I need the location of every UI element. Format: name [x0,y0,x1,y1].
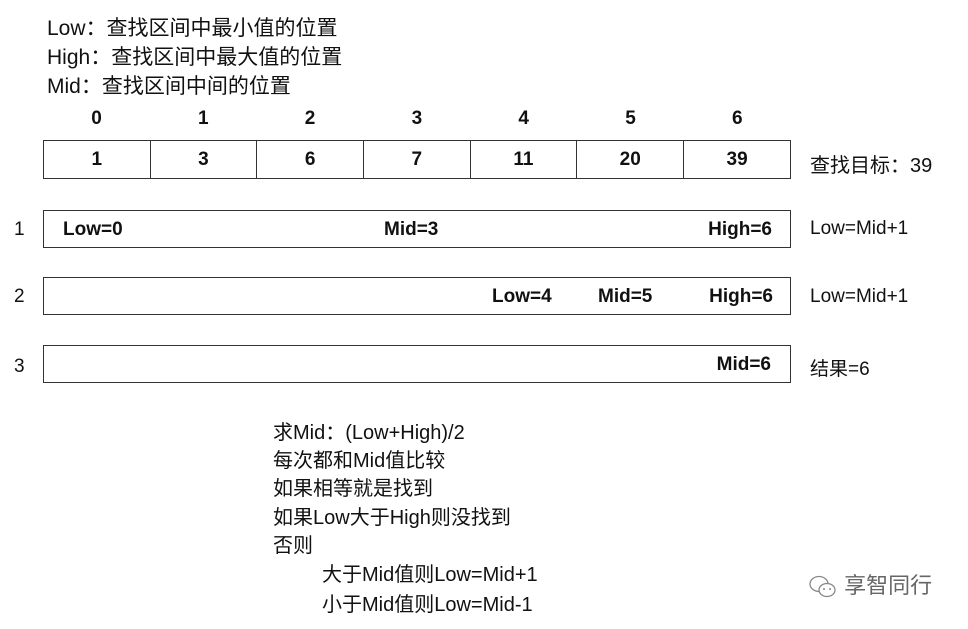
note-line: 如果Low大于High则没找到 [273,507,511,529]
note-line: 求Mid：(Low+High)/2 [273,422,465,444]
wechat-icon [809,576,836,598]
note-line: 小于Mid值则Low=Mid-1 [322,594,533,616]
high-label: High=6 [709,286,773,307]
array-table: 1 3 6 7 11 20 39 [43,140,791,179]
low-label: Low=4 [492,286,552,307]
step-action: Low=Mid+1 [810,218,909,239]
step-number: 1 [14,219,25,240]
array-cell: 20 [576,140,685,179]
step-2-range: Low=4 Mid=5 High=6 [43,277,791,315]
watermark-text: 享智同行 [844,573,933,598]
definition-mid: Mid：查找区间中间的位置 [47,75,291,98]
mid-label: Mid=6 [716,354,771,375]
watermark: 享智同行 [808,568,932,601]
mid-label: Mid=3 [384,219,439,240]
low-label: Low=0 [63,219,123,240]
note-line: 否则 [273,535,313,557]
high-label: High=6 [708,219,772,240]
array-cell: 39 [683,140,791,179]
index-label: 3 [411,108,423,129]
mid-label: Mid=5 [598,286,653,307]
note-line: 大于Mid值则Low=Mid+1 [322,564,538,586]
index-label: 5 [625,108,636,129]
definition-high: High：查找区间中最大值的位置 [47,46,343,69]
step-number: 3 [14,356,25,377]
step-result: 结果=6 [810,359,870,380]
index-label: 6 [732,108,743,129]
array-cell: 11 [469,140,578,179]
search-target: 查找目标：39 [810,155,933,177]
array-cell: 6 [256,140,364,179]
note-line: 如果相等就是找到 [273,478,433,500]
step-3-range: Mid=6 [43,345,791,383]
step-number: 2 [14,286,25,307]
array-cell: 3 [149,140,258,179]
step-action: Low=Mid+1 [810,286,909,307]
index-label: 2 [304,108,316,129]
array-cell: 7 [362,140,471,179]
index-label: 1 [198,108,209,129]
index-label: 4 [518,108,529,129]
note-line: 每次都和Mid值比较 [273,450,446,472]
step-1-range: Low=0 Mid=3 High=6 [43,210,791,248]
array-cell: 1 [43,140,151,179]
index-label: 0 [91,108,102,129]
definition-low: Low：查找区间中最小值的位置 [47,17,338,40]
